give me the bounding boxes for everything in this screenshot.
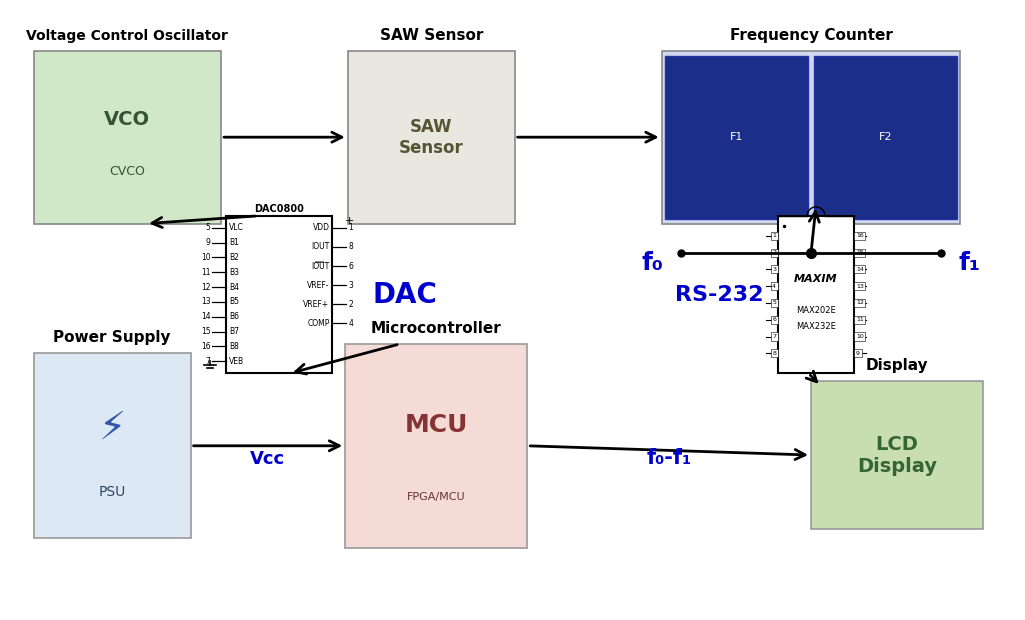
Text: 3: 3 xyxy=(348,281,354,290)
Text: SAW
Sensor: SAW Sensor xyxy=(399,118,463,157)
Text: 12: 12 xyxy=(201,283,210,291)
Text: 8: 8 xyxy=(772,351,776,356)
Text: +: + xyxy=(344,216,354,226)
Text: IOUT: IOUT xyxy=(312,242,329,252)
Text: FPGA/MCU: FPGA/MCU xyxy=(407,492,465,502)
Text: 8: 8 xyxy=(348,242,353,252)
Text: 1: 1 xyxy=(348,223,353,232)
Text: 1: 1 xyxy=(772,233,776,238)
Text: MAX202E: MAX202E xyxy=(796,306,836,315)
Text: 16: 16 xyxy=(856,233,864,238)
Text: DAC: DAC xyxy=(372,281,437,309)
Text: 4: 4 xyxy=(348,319,354,328)
Bar xyxy=(34,51,221,224)
Text: COMP: COMP xyxy=(308,319,329,328)
Bar xyxy=(778,216,854,373)
Text: 9: 9 xyxy=(205,238,210,247)
Text: 7: 7 xyxy=(205,357,210,366)
Text: F1: F1 xyxy=(730,132,743,142)
Text: 11: 11 xyxy=(201,268,210,277)
Text: B2: B2 xyxy=(230,253,239,262)
Text: SAW Sensor: SAW Sensor xyxy=(379,28,483,43)
Text: VLC: VLC xyxy=(230,223,244,232)
Bar xyxy=(227,216,332,373)
Text: 14: 14 xyxy=(856,267,864,272)
Text: 6: 6 xyxy=(348,262,354,270)
Text: f₀-f₁: f₀-f₁ xyxy=(647,448,692,467)
Text: PSU: PSU xyxy=(98,485,126,499)
Text: B1: B1 xyxy=(230,238,239,247)
Text: 12: 12 xyxy=(856,301,864,306)
Text: f₁: f₁ xyxy=(958,251,980,275)
Bar xyxy=(664,56,808,219)
Text: RS-232: RS-232 xyxy=(674,285,763,304)
Text: 2: 2 xyxy=(348,300,353,309)
Text: CVCO: CVCO xyxy=(110,166,146,178)
Bar xyxy=(347,51,515,224)
Text: LCD
Display: LCD Display xyxy=(857,435,937,476)
Text: ⚡: ⚡ xyxy=(98,409,126,446)
Text: B4: B4 xyxy=(230,283,239,291)
Text: B8: B8 xyxy=(230,342,239,351)
Text: F2: F2 xyxy=(878,132,893,142)
Text: 3: 3 xyxy=(772,267,776,272)
Text: f₀: f₀ xyxy=(642,251,663,275)
Text: 13: 13 xyxy=(856,284,864,289)
Text: 10: 10 xyxy=(856,334,864,339)
Text: B3: B3 xyxy=(230,268,239,277)
Bar xyxy=(34,353,191,538)
Text: 10: 10 xyxy=(201,253,210,262)
Text: 7: 7 xyxy=(772,334,776,339)
Text: Power Supply: Power Supply xyxy=(53,330,171,345)
Text: MAX232E: MAX232E xyxy=(796,322,836,330)
Text: VDD: VDD xyxy=(313,223,329,232)
Text: 2: 2 xyxy=(772,250,776,255)
Text: B5: B5 xyxy=(230,298,239,306)
Text: MAXIM: MAXIM xyxy=(794,274,837,284)
Text: 4: 4 xyxy=(772,284,776,289)
Text: Voltage Control Oscillator: Voltage Control Oscillator xyxy=(27,29,229,43)
Bar xyxy=(814,56,957,219)
Text: 11: 11 xyxy=(856,317,864,322)
Text: VREF-: VREF- xyxy=(308,281,329,290)
Text: 6: 6 xyxy=(772,317,776,322)
Text: 5: 5 xyxy=(772,301,776,306)
Text: Frequency Counter: Frequency Counter xyxy=(730,28,893,43)
Bar xyxy=(345,344,528,547)
Text: MCU: MCU xyxy=(405,414,468,438)
Text: B7: B7 xyxy=(230,327,239,336)
Text: Vcc: Vcc xyxy=(250,450,286,467)
Text: VREF+: VREF+ xyxy=(303,300,329,309)
Text: 13: 13 xyxy=(201,298,210,306)
Text: 9: 9 xyxy=(856,351,860,356)
Text: VCO: VCO xyxy=(105,110,151,130)
Text: Display: Display xyxy=(866,358,929,373)
Text: 15: 15 xyxy=(856,250,864,255)
Text: 5: 5 xyxy=(205,223,210,232)
Bar xyxy=(661,51,960,224)
Bar xyxy=(811,381,983,529)
Text: 14: 14 xyxy=(201,312,210,321)
Text: VEB: VEB xyxy=(230,357,244,366)
Text: IOUT: IOUT xyxy=(312,262,329,270)
Text: DAC0800: DAC0800 xyxy=(254,204,304,214)
Text: Microcontroller: Microcontroller xyxy=(371,321,501,336)
Text: 16: 16 xyxy=(201,342,210,351)
Text: 15: 15 xyxy=(201,327,210,336)
Text: B6: B6 xyxy=(230,312,239,321)
